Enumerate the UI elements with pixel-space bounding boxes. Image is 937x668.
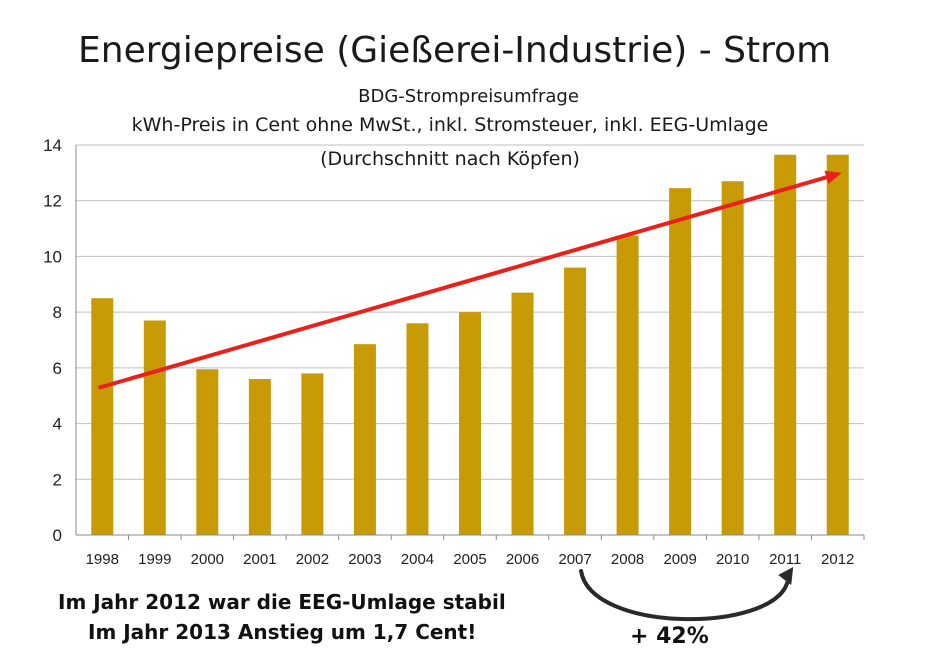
y-tick-label: 6 [53,359,62,378]
x-tick-label: 1998 [86,551,119,568]
bar-1999 [143,320,166,535]
comparison-curve [579,569,790,621]
bar-2009 [669,188,692,535]
bar-2005 [459,312,481,535]
chart-subtitle: BDG-Strompreisumfrage [358,86,579,107]
comparison-arrowhead [778,567,794,585]
trend-arrowhead [824,170,842,185]
bar-2007 [564,267,587,535]
y-tick-label: 12 [43,192,62,211]
x-tick-label: 2002 [296,551,329,568]
bar-2006 [511,292,534,535]
bar-2004 [406,323,429,535]
x-tick-label: 2007 [558,551,591,568]
y-tick-label: 4 [53,415,62,434]
bar-2008 [616,235,639,536]
x-tick-label: 2004 [401,551,434,568]
comparison-arrow [579,567,794,621]
x-tick-label: 2012 [821,551,854,568]
x-tick-label: 2009 [663,551,696,568]
trend-arrow [98,170,842,390]
x-tick-label: 2010 [716,551,749,568]
x-tick-label: 2006 [506,551,539,568]
bar-2010 [721,181,744,535]
trend-line [98,175,829,390]
y-tick-label: 10 [43,247,62,266]
axes: 0 2 4 6 8 10 12 14 1998 1999 2000 2001 2002 2003 2004 2… [43,136,865,568]
bar-2012 [826,154,849,535]
increase-label: + 42% [630,624,709,649]
bar-2003 [353,344,376,535]
y-tick-label: 14 [43,136,62,155]
x-tick-label: 1999 [138,551,171,568]
chart-title: Energiepreise (Gießerei-Industrie) - Str… [78,30,832,71]
x-tick-label: 2011 [769,551,801,568]
x-tick-label: 2001 [243,551,276,568]
bars [91,154,849,536]
note-eeg-increase: Im Jahr 2013 Anstieg um 1,7 Cent! [88,620,477,644]
bar-2001 [248,379,271,535]
chart-subtitle-units: kWh-Preis in Cent ohne MwSt., inkl. Stro… [131,114,769,136]
y-tick-label: 0 [53,526,62,545]
x-tick-label: 2008 [611,551,644,568]
x-tick-label: 2000 [191,551,224,568]
x-tick-label: 2005 [453,551,486,568]
chart-subtitle-method: (Durchschnitt nach Köpfen) [320,148,580,170]
bar-2002 [301,373,324,535]
bar-2011 [774,154,797,535]
y-tick-label: 2 [53,470,62,489]
bar-2000 [196,369,219,535]
note-eeg-stable: Im Jahr 2012 war die EEG-Umlage stabil [58,590,506,614]
x-tick-label: 2003 [348,551,381,568]
y-tick-label: 8 [53,303,62,322]
bar-1998 [91,298,114,535]
